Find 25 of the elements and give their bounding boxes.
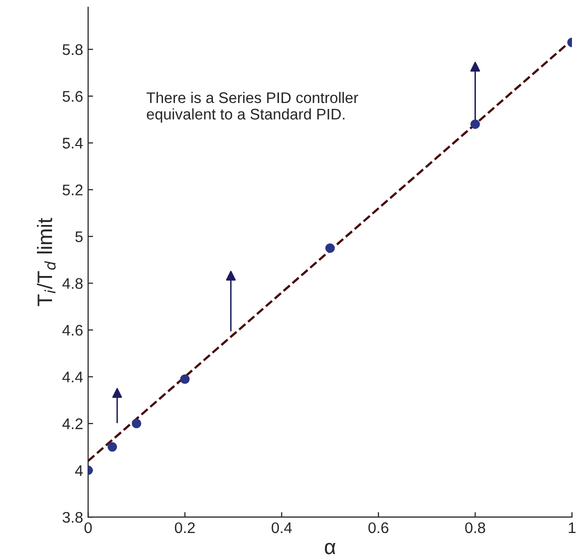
point (108, 442, 118, 452)
y-tick-label: 5.2 (62, 184, 82, 196)
y-tick-label: 4.6 (62, 324, 83, 336)
point (325, 243, 335, 253)
y-tick-label: 5.6 (62, 91, 83, 102)
y-tick-label: 4.4 (62, 372, 83, 382)
y-tick-label: 4.2 (62, 418, 82, 430)
y-axis-title: T$_{i}$/T$_{d}$ limit (36, 218, 56, 306)
y-tick-label: 4.8 (62, 278, 83, 289)
x-tick-label: 0.4 (272, 522, 292, 534)
point (180, 374, 190, 384)
y-tick-label: 3.8 (62, 512, 83, 523)
y-tick-label: 5 (75, 231, 83, 242)
x-tick-label: 1 (568, 522, 576, 534)
annotation: There is a Series PID controller equivalent to a Standard PID. (146, 92, 358, 123)
point (470, 119, 480, 129)
x-axis-title: α (324, 542, 336, 554)
x-tick-label: 0.6 (368, 522, 388, 534)
x-tick-label: 0 (84, 522, 92, 534)
y-tick-label: 5.4 (62, 138, 83, 149)
point (132, 418, 142, 428)
x-tick-label: 0.2 (174, 522, 195, 534)
y-tick-label: 4 (75, 465, 83, 476)
x-tick-label: 0.8 (465, 522, 486, 534)
y-tick-label: 5.8 (62, 44, 83, 56)
